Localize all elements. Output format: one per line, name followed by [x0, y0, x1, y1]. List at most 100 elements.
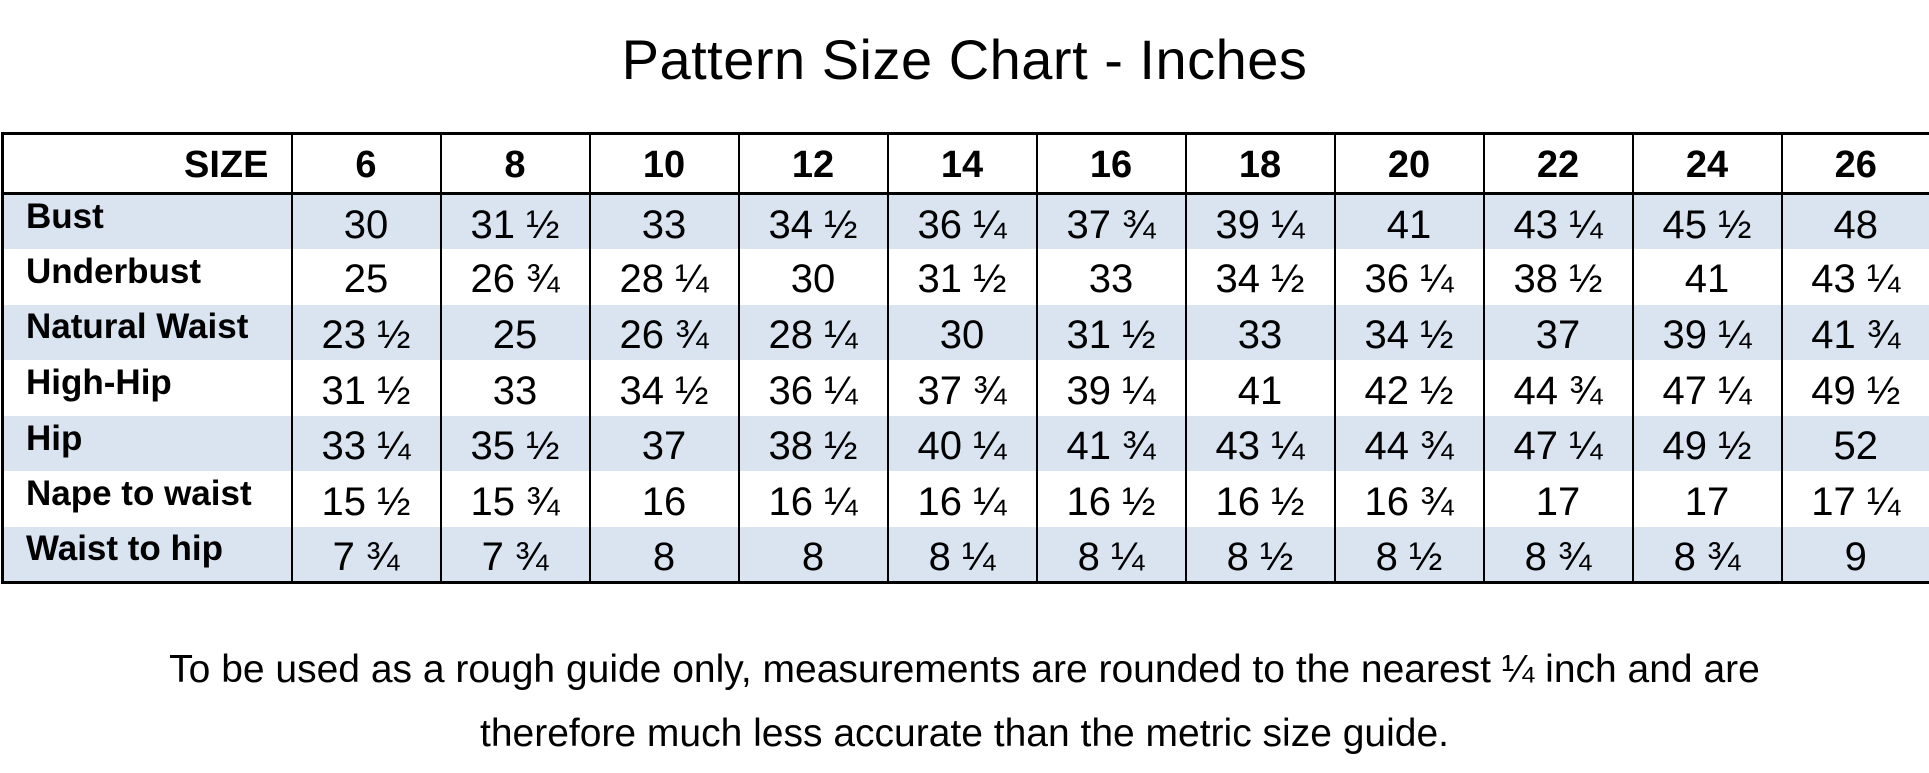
measurement-cell: 49 ½ — [1780, 360, 1929, 416]
footnote: To be used as a rough guide only, measur… — [0, 638, 1929, 766]
measurement-cell: 38 ½ — [1482, 249, 1633, 305]
size-column-header: 24 — [1631, 132, 1782, 195]
measurement-cell: 31 ½ — [1035, 304, 1186, 361]
measurement-cell: 34 ½ — [588, 360, 739, 416]
measurement-cell: 43 ¼ — [1780, 249, 1929, 305]
table-row: Waist to hip 7 ¾ 7 ¾ 8 8 8 ¼ 8 ¼ 8 ½ 8 ½… — [1, 527, 1929, 585]
measurement-cell: 31 ½ — [439, 193, 590, 250]
measurement-cell: 16 ¼ — [886, 471, 1037, 528]
row-label: Bust — [1, 193, 292, 250]
measurement-cell: 25 — [290, 249, 441, 305]
measurement-cell: 30 — [290, 193, 441, 250]
measurement-cell: 41 ¾ — [1780, 304, 1929, 361]
measurement-cell: 30 — [886, 304, 1037, 361]
measurement-cell: 49 ½ — [1631, 415, 1782, 472]
measurement-cell: 7 ¾ — [290, 527, 441, 585]
measurement-cell: 17 — [1482, 471, 1633, 528]
table-row: Nape to waist 15 ½ 15 ¾ 16 16 ¼ 16 ¼ 16 … — [1, 471, 1929, 528]
measurement-cell: 33 ¼ — [290, 415, 441, 472]
measurement-cell: 52 — [1780, 415, 1929, 472]
measurement-cell: 9 — [1780, 527, 1929, 585]
measurement-cell: 48 — [1780, 193, 1929, 250]
size-column-header: 14 — [886, 132, 1037, 195]
footnote-line-1: To be used as a rough guide only, measur… — [169, 648, 1760, 691]
measurement-cell: 37 — [588, 415, 739, 472]
size-column-header: 12 — [737, 132, 888, 195]
measurement-cell: 44 ¾ — [1482, 360, 1633, 416]
measurement-cell: 42 ½ — [1333, 360, 1484, 416]
measurement-cell: 16 ¾ — [1333, 471, 1484, 528]
table-row: High-Hip 31 ½ 33 34 ½ 36 ¼ 37 ¾ 39 ¼ 41 … — [1, 360, 1929, 416]
measurement-cell: 33 — [588, 193, 739, 250]
measurement-cell: 43 ¼ — [1482, 193, 1633, 250]
measurement-cell: 31 ½ — [886, 249, 1037, 305]
measurement-cell: 28 ¼ — [737, 304, 888, 361]
measurement-cell: 8 ¾ — [1631, 527, 1782, 585]
measurement-cell: 41 ¾ — [1035, 415, 1186, 472]
measurement-cell: 34 ½ — [1184, 249, 1335, 305]
measurement-cell: 36 ¼ — [1333, 249, 1484, 305]
measurement-cell: 16 — [588, 471, 739, 528]
measurement-cell: 16 ½ — [1184, 471, 1335, 528]
measurement-cell: 45 ½ — [1631, 193, 1782, 250]
measurement-cell: 8 ¼ — [1035, 527, 1186, 585]
measurement-cell: 35 ½ — [439, 415, 590, 472]
measurement-cell: 8 ¼ — [886, 527, 1037, 585]
measurement-cell: 26 ¾ — [588, 304, 739, 361]
measurement-cell: 43 ¼ — [1184, 415, 1335, 472]
measurement-cell: 33 — [1035, 249, 1186, 305]
size-column-header: 16 — [1035, 132, 1186, 195]
size-chart-table: SIZE 6 8 10 12 14 16 18 20 22 24 26 Bust… — [1, 132, 1929, 585]
size-column-header: 6 — [290, 132, 441, 195]
measurement-cell: 44 ¾ — [1333, 415, 1484, 472]
measurement-cell: 41 — [1333, 193, 1484, 250]
measurement-cell: 8 ½ — [1184, 527, 1335, 585]
measurement-cell: 39 ¼ — [1035, 360, 1186, 416]
measurement-cell: 47 ¼ — [1631, 360, 1782, 416]
header-row: SIZE 6 8 10 12 14 16 18 20 22 24 26 — [1, 132, 1929, 195]
measurement-cell: 38 ½ — [737, 415, 888, 472]
size-column-header: 10 — [588, 132, 739, 195]
measurement-cell: 37 — [1482, 304, 1633, 361]
measurement-cell: 34 ½ — [1333, 304, 1484, 361]
measurement-cell: 33 — [439, 360, 590, 416]
measurement-cell: 39 ¼ — [1184, 193, 1335, 250]
measurement-cell: 8 — [737, 527, 888, 585]
row-label: Underbust — [1, 249, 292, 305]
row-label: High-Hip — [1, 360, 292, 416]
measurement-cell: 31 ½ — [290, 360, 441, 416]
size-column-header: 8 — [439, 132, 590, 195]
size-column-header: 18 — [1184, 132, 1335, 195]
measurement-cell: 47 ¼ — [1482, 415, 1633, 472]
measurement-cell: 37 ¾ — [886, 360, 1037, 416]
row-label: Nape to waist — [1, 471, 292, 528]
measurement-cell: 41 — [1184, 360, 1335, 416]
measurement-cell: 34 ½ — [737, 193, 888, 250]
size-column-header: 22 — [1482, 132, 1633, 195]
table-row: Natural Waist 23 ½ 25 26 ¾ 28 ¼ 30 31 ½ … — [1, 304, 1929, 361]
measurement-cell: 17 — [1631, 471, 1782, 528]
measurement-cell: 16 ¼ — [737, 471, 888, 528]
measurement-cell: 36 ¼ — [737, 360, 888, 416]
measurement-cell: 8 ½ — [1333, 527, 1484, 585]
measurement-cell: 33 — [1184, 304, 1335, 361]
size-column-header: 26 — [1780, 132, 1929, 195]
table-row: Underbust 25 26 ¾ 28 ¼ 30 31 ½ 33 34 ½ 3… — [1, 249, 1929, 305]
measurement-cell: 15 ¾ — [439, 471, 590, 528]
measurement-cell: 15 ½ — [290, 471, 441, 528]
table-row: Hip 33 ¼ 35 ½ 37 38 ½ 40 ¼ 41 ¾ 43 ¼ 44 … — [1, 415, 1929, 472]
measurement-cell: 7 ¾ — [439, 527, 590, 585]
row-label: Hip — [1, 415, 292, 472]
table-row: Bust 30 31 ½ 33 34 ½ 36 ¼ 37 ¾ 39 ¼ 41 4… — [1, 193, 1929, 250]
measurement-cell: 16 ½ — [1035, 471, 1186, 528]
measurement-cell: 39 ¼ — [1631, 304, 1782, 361]
measurement-cell: 30 — [737, 249, 888, 305]
size-header-label: SIZE — [1, 132, 292, 195]
measurement-cell: 8 — [588, 527, 739, 585]
measurement-cell: 37 ¾ — [1035, 193, 1186, 250]
measurement-cell: 40 ¼ — [886, 415, 1037, 472]
measurement-cell: 8 ¾ — [1482, 527, 1633, 585]
measurement-cell: 26 ¾ — [439, 249, 590, 305]
page-title: Pattern Size Chart - Inches — [621, 28, 1308, 91]
row-label: Natural Waist — [1, 304, 292, 361]
